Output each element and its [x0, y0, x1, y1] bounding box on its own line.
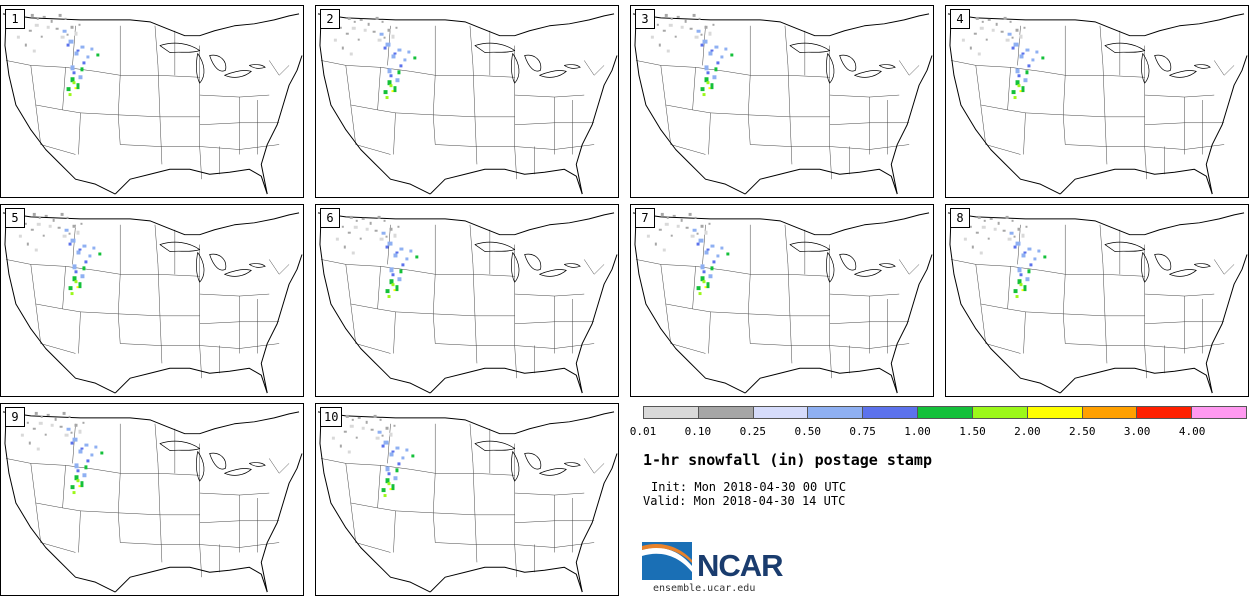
colorbar-tick-label: 4.00 — [1178, 425, 1206, 438]
member-map-panel: 3 — [630, 5, 934, 198]
member-number-label: 10 — [320, 407, 343, 427]
valid-time: Valid: Mon 2018-04-30 14 UTC — [643, 494, 846, 508]
us-map — [947, 212, 1248, 394]
colorbar-tick-label: 2.00 — [1014, 425, 1041, 438]
member-map-panel: 7 — [630, 204, 934, 397]
us-map — [2, 411, 303, 593]
init-time: Init: Mon 2018-04-30 00 UTC — [651, 480, 847, 494]
us-map — [317, 13, 618, 195]
us-map — [2, 212, 303, 394]
colorbar-segment — [1082, 407, 1138, 418]
colorbar-segment — [808, 407, 864, 418]
ncar-logo-icon — [642, 542, 692, 580]
member-number-label: 3 — [635, 9, 655, 29]
member-map-panel: 5 — [0, 204, 304, 397]
colorbar-segment — [1137, 407, 1193, 418]
us-map — [632, 13, 933, 195]
us-map — [947, 13, 1248, 195]
member-map-panel: 9 — [0, 403, 304, 596]
snowfall-colorbar — [643, 406, 1247, 419]
member-map-panel: 2 — [315, 5, 619, 198]
colorbar-tick-label: 3.00 — [1123, 425, 1151, 438]
member-number-label: 8 — [950, 208, 970, 228]
member-number-label: 2 — [320, 9, 340, 29]
colorbar-tick-label: 0.01 — [629, 425, 657, 438]
member-map-panel: 10 — [315, 403, 619, 596]
snowfall-field — [331, 414, 415, 498]
colorbar-segment — [753, 407, 809, 418]
colorbar-tick-label: 0.10 — [684, 425, 712, 438]
ncar-logo-wordmark: NCAR — [697, 548, 784, 583]
member-number-label: 4 — [950, 9, 970, 29]
colorbar-tick-label: 0.75 — [849, 425, 876, 438]
member-map-panel: 4 — [945, 5, 1249, 198]
snowfall-field — [333, 16, 417, 100]
snowfall-field — [646, 212, 730, 296]
member-map-panel: 8 — [945, 204, 1249, 397]
colorbar-segment — [698, 407, 754, 418]
member-number-label: 1 — [5, 9, 25, 29]
colorbar-tick-label: 0.50 — [794, 425, 821, 438]
colorbar-tick-label: 1.50 — [959, 425, 986, 438]
member-map-panel: 1 — [0, 5, 304, 198]
colorbar-segment — [1192, 407, 1246, 418]
member-map-panel: 6 — [315, 204, 619, 397]
chart-title: 1-hr snowfall (in) postage stamp — [643, 451, 932, 469]
us-map — [317, 212, 618, 394]
snowfall-field — [963, 215, 1047, 299]
colorbar-segment — [1027, 407, 1083, 418]
colorbar-tick-label: 0.25 — [739, 425, 767, 438]
us-map — [2, 13, 303, 195]
site-url: ensemble.ucar.edu — [653, 583, 756, 594]
member-number-label: 5 — [5, 208, 25, 228]
member-number-label: 6 — [320, 208, 340, 228]
colorbar-tick-label: 1.00 — [904, 425, 931, 438]
snowfall-field — [16, 13, 100, 97]
colorbar-segment — [863, 407, 919, 418]
us-map — [317, 411, 618, 593]
us-map — [632, 212, 933, 394]
snowfall-field — [961, 16, 1045, 100]
snowfall-field — [18, 212, 102, 296]
member-number-label: 9 — [5, 407, 25, 427]
colorbar-tick-label: 2.50 — [1069, 425, 1096, 438]
member-number-label: 7 — [635, 208, 655, 228]
colorbar-segment — [918, 407, 973, 418]
colorbar-segment — [972, 407, 1028, 418]
colorbar-segment — [644, 407, 699, 418]
